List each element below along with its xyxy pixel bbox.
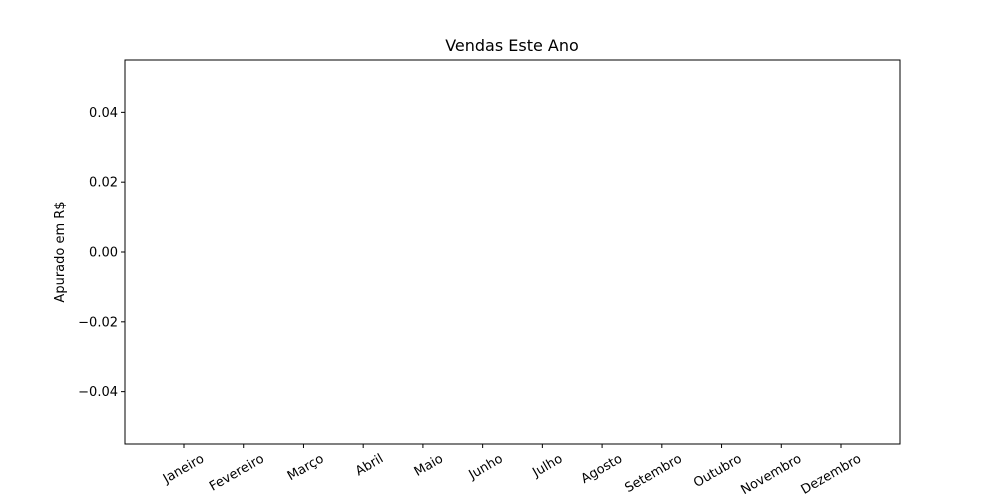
x-tick-label: Novembro	[738, 451, 804, 498]
y-tick-label: −0.04	[78, 385, 118, 400]
x-tick-label: Abril	[353, 451, 386, 479]
x-tick-label: Maio	[412, 451, 446, 479]
y-tick-label: 0.00	[89, 246, 118, 261]
x-tick-label: Março	[285, 451, 327, 484]
x-tick-label: Agosto	[579, 451, 625, 486]
chart-title: Vendas Este Ano	[445, 36, 579, 55]
x-tick-label: Julho	[529, 451, 565, 480]
y-tick-label: 0.02	[89, 176, 118, 191]
x-tick-label: Setembro	[623, 451, 685, 496]
x-tick-label: Outubro	[691, 451, 745, 491]
x-tick-label: Fevereiro	[207, 451, 267, 494]
y-tick-label: 0.04	[89, 106, 118, 121]
y-axis-label: Apurado em R$	[53, 201, 68, 302]
y-tick-label: −0.02	[78, 315, 118, 330]
x-tick-label: Junho	[466, 451, 506, 483]
plot-frame	[124, 59, 901, 445]
ticks-layer: −0.04 −0.02 0.00 0.02 0.04 Janeiro Fevereiro Ma…	[78, 106, 864, 498]
x-tick-label: Dezembro	[799, 451, 864, 497]
x-tick-label: Janeiro	[160, 451, 207, 487]
